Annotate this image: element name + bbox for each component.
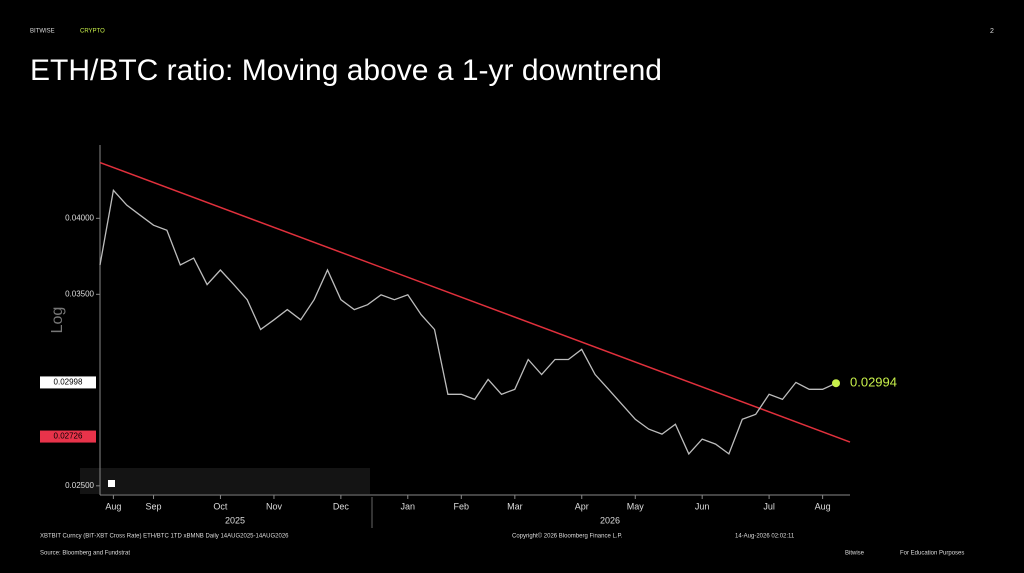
last-value-label: 0.02994 [850,375,897,390]
footer-series: XBTBIT Curncy (BIT-XBT Cross Rate) ETH/B… [40,534,289,540]
x-tick-label: Jul [763,501,775,511]
last-point [832,379,840,388]
axis-marker [40,376,96,389]
year-label: 2026 [600,515,620,525]
section: CRYPTO [80,29,105,35]
footer-copyright: Copyright© 2026 Bloomberg Finance L.P. [512,533,623,540]
x-tick-label: Aug [815,501,831,511]
marker-icon [108,480,115,487]
x-tick-label: Apr [575,501,589,511]
x-tick-label: Aug [105,501,121,511]
footer-timestamp: 14-Aug-2026 02:02:11 [735,534,795,540]
panel [80,468,370,494]
x-tick-label: Nov [266,501,283,511]
footer-brand: Bitwise [845,551,865,557]
axis-marker-label: 0.02998 [54,378,83,387]
page-number: 2 [990,28,994,35]
line-series [99,188,837,456]
x-tick-label: Mar [507,501,523,511]
x-tick-label: Oct [213,501,228,511]
x-tick-label: Jun [695,501,710,511]
axis-marker-label: 0.02726 [54,432,83,441]
x-tick-label: Feb [454,501,470,511]
trendline [99,161,851,443]
chart-title: ETH/BTC ratio: Moving above a 1-yr downt… [30,54,662,87]
x-tick-label: Jan [401,501,416,511]
y-tick-label: 0.03500 [65,289,94,298]
footer-disclaimer: For Education Purposes [900,551,964,557]
x-tick-label: Dec [333,501,350,511]
x-tick-label: May [627,501,645,511]
axis-marker [40,430,96,443]
brand: BITWISE [30,29,55,35]
y-tick-label: 0.02500 [65,481,94,490]
x-tick-label: Sep [146,501,162,511]
footer-source: Source: Bloomberg and Fundstrat [40,551,130,557]
y-tick-label: 0.04000 [65,213,94,222]
year-label: 2025 [225,515,245,525]
y-axis-title: Log [49,307,66,334]
